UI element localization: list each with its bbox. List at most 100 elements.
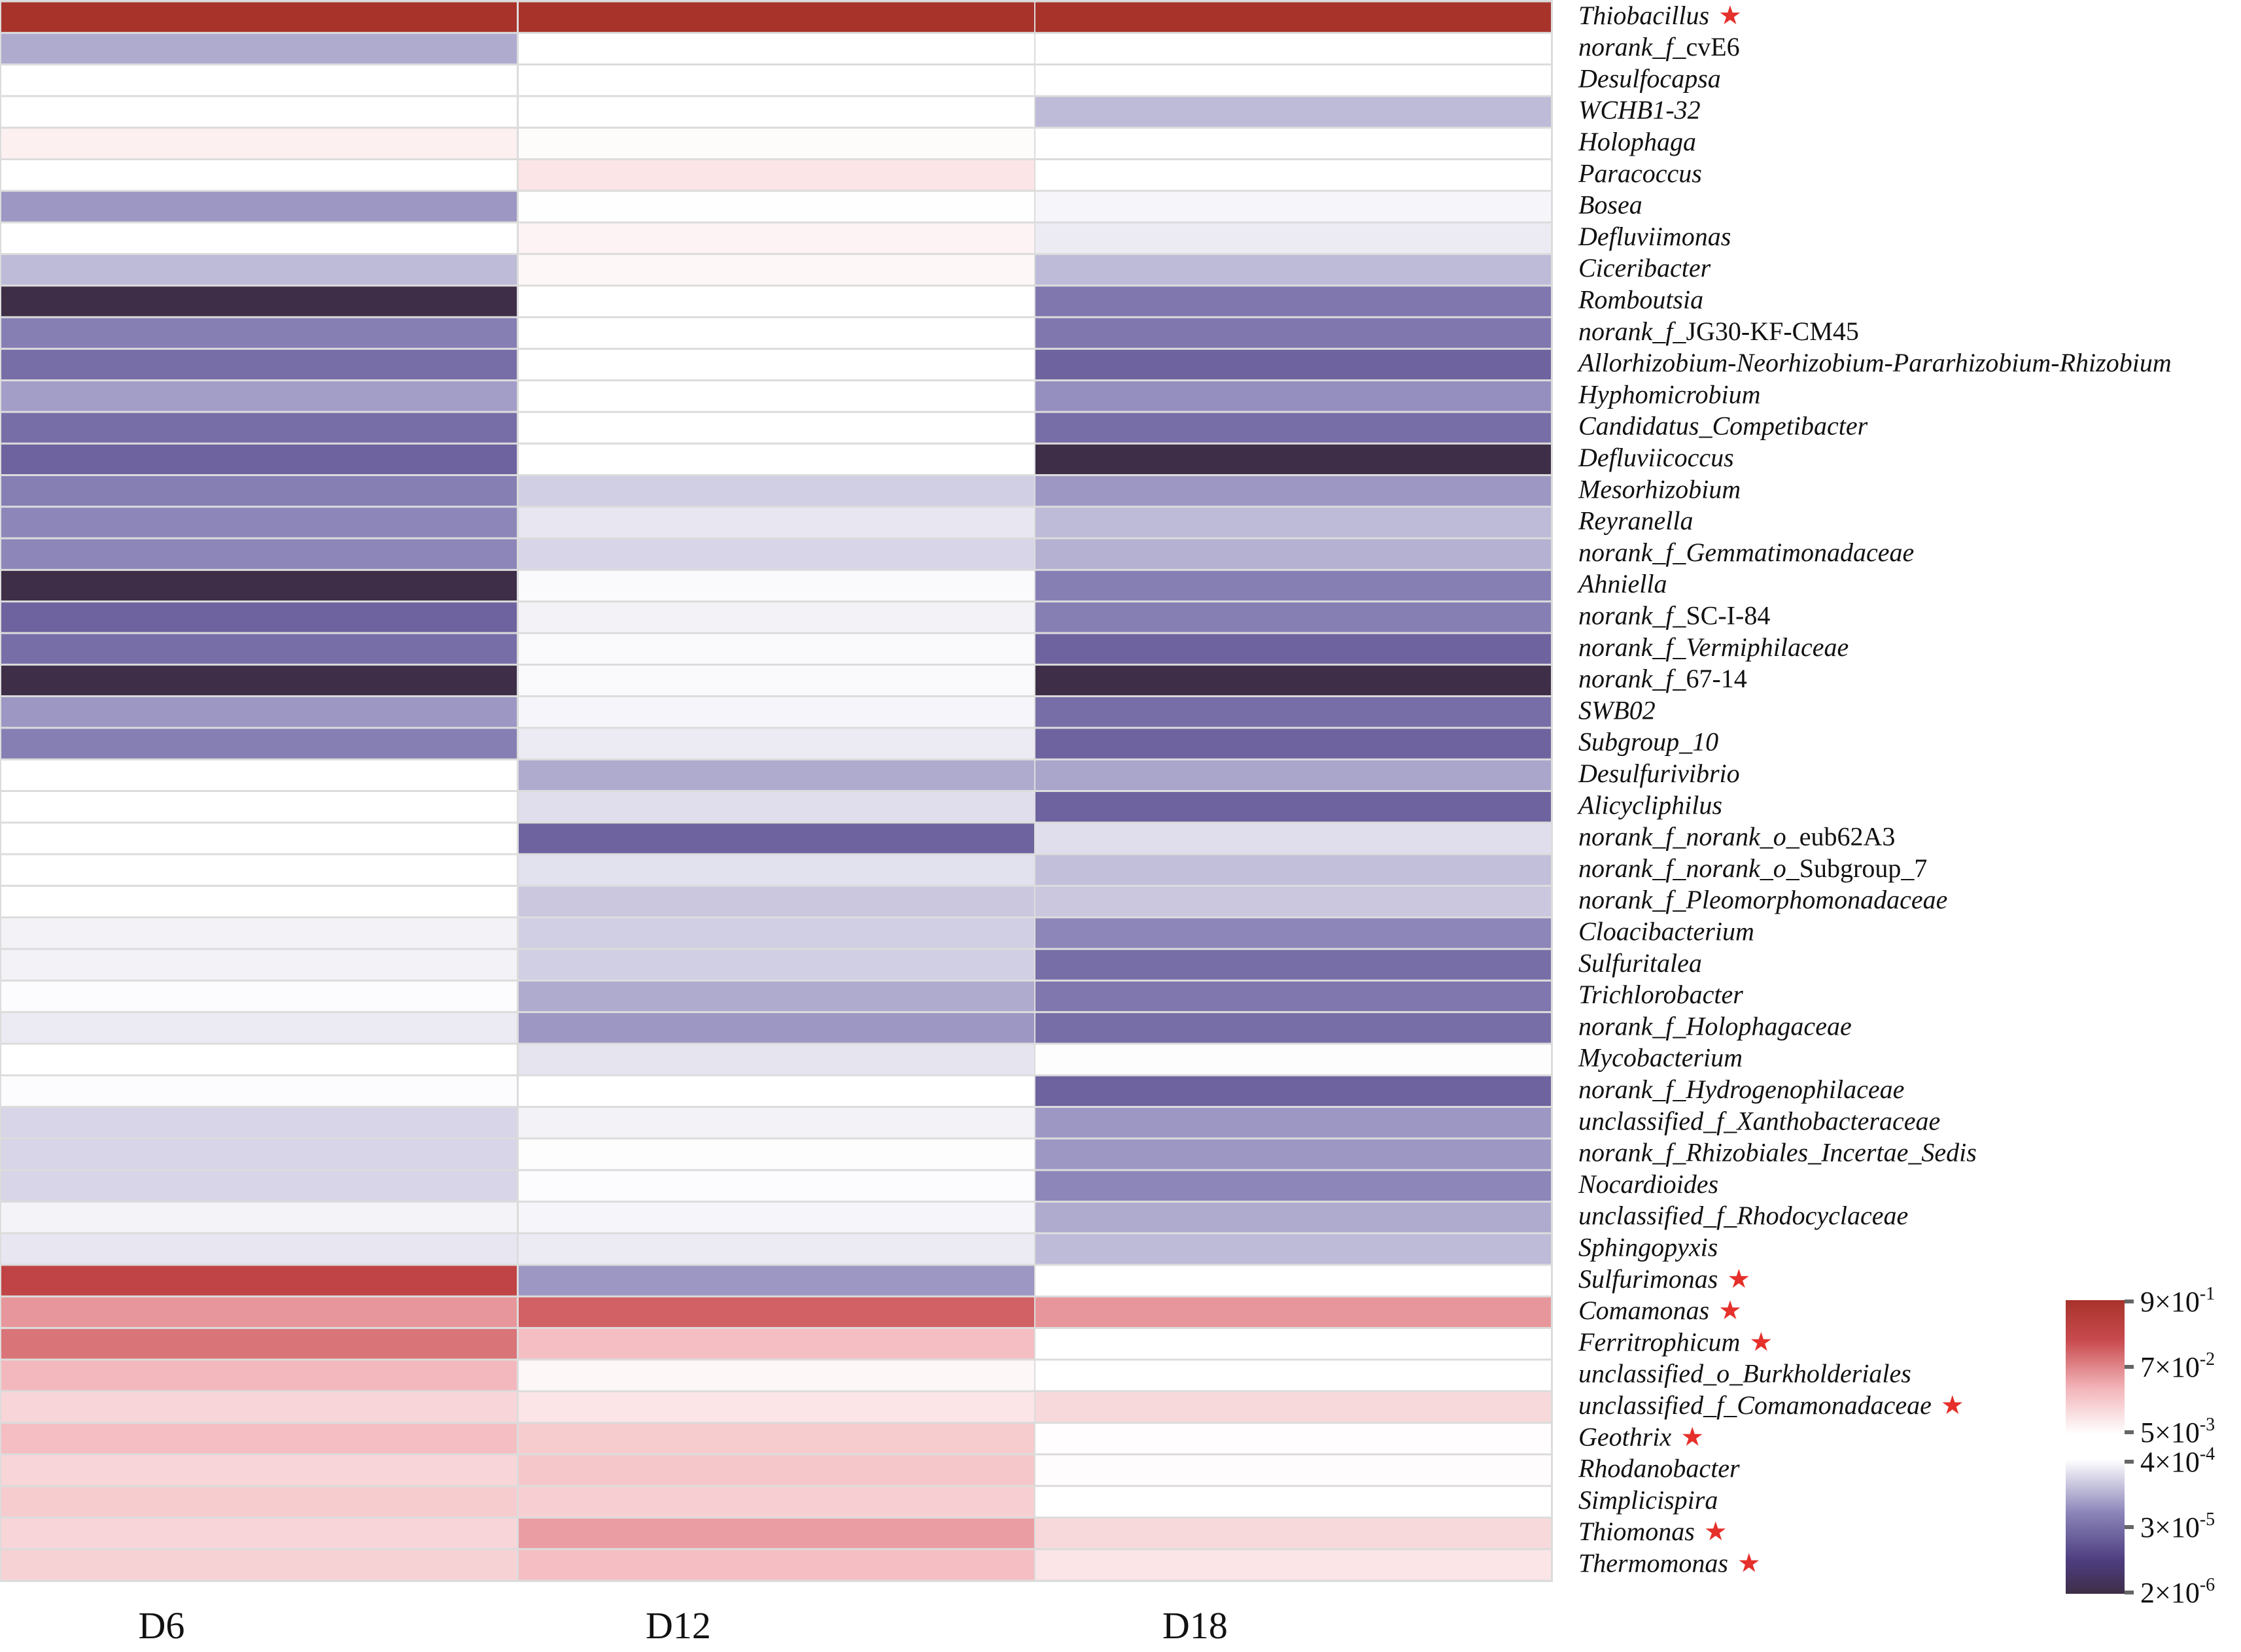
column-label: D12 [646, 1604, 711, 1647]
heatmap-cell [519, 1044, 1034, 1075]
heatmap-cell [519, 1265, 1034, 1296]
row-label: norank_f_Pleomorphomonadaceae [1578, 885, 1947, 914]
heatmap-cell [519, 729, 1034, 759]
row-label: Ciceribacter [1578, 253, 1711, 283]
row-label: Mycobacterium [1578, 1043, 1743, 1073]
row-label: Candidatus_Competibacter [1578, 411, 1868, 441]
heatmap-cell [1, 1076, 517, 1106]
heatmap-cell [519, 2, 1034, 32]
column-label: D6 [139, 1604, 185, 1647]
heatmap-cell [1035, 476, 1551, 506]
row-label: Thermomonas ★ [1578, 1548, 1761, 1577]
significance-star-icon: ★ [1704, 1517, 1728, 1546]
heatmap-cell [519, 1013, 1034, 1043]
colorbar-tick [2125, 1460, 2134, 1464]
row-label: Desulfurivibrio [1578, 759, 1740, 788]
heatmap-cell [1035, 918, 1551, 948]
row-label: Defluviicoccus [1578, 443, 1734, 472]
heatmap-cell [1035, 254, 1551, 285]
row-label: norank_f_norank_o_eub62A3 [1578, 822, 1895, 852]
heatmap-cell [1, 349, 517, 380]
heatmap-cell [1035, 318, 1551, 348]
heatmap-cell [1, 318, 517, 348]
heatmap-cell [519, 1487, 1034, 1517]
heatmap-cell [1, 1329, 517, 1359]
row-label: Sulfurimonas ★ [1578, 1264, 1750, 1294]
heatmap-cell [1035, 128, 1551, 158]
row-label: Sulfuritalea [1578, 948, 1702, 978]
row-label: Alicycliphilus [1576, 790, 1722, 819]
row-label: norank_f_Rhizobiales_Incertae_Sedis [1578, 1138, 1977, 1167]
heatmap-cell [519, 539, 1034, 569]
heatmap-cell [1, 1455, 517, 1485]
heatmap-cell [519, 223, 1034, 253]
row-label: Nocardioides [1578, 1169, 1718, 1199]
heatmap-cell [1035, 286, 1551, 317]
heatmap-cell [1035, 760, 1551, 790]
heatmap-cell [1035, 1076, 1551, 1106]
heatmap-cell [1035, 1424, 1551, 1454]
row-label: unclassified_f_Comamonadaceae ★ [1578, 1390, 1964, 1420]
heatmap-cell [1035, 1297, 1551, 1328]
heatmap-cell [1, 2, 517, 32]
heatmap-cell [1035, 792, 1551, 822]
heatmap-cell [1035, 855, 1551, 885]
heatmap-cell [1, 1487, 517, 1517]
significance-star-icon: ★ [1718, 1, 1742, 30]
heatmap-cell [1, 1424, 517, 1454]
heatmap-cell [1035, 950, 1551, 980]
heatmap-cell [1035, 886, 1551, 917]
colorbar-tick-label: 4×10-4 [2140, 1444, 2215, 1478]
heatmap-cell [519, 918, 1034, 948]
heatmap-cell [1, 1171, 517, 1201]
heatmap-cell [1, 33, 517, 64]
row-label: norank_f_Gemmatimonadaceae [1578, 538, 1914, 567]
heatmap-cell [1, 1518, 517, 1549]
heatmap-cell [519, 792, 1034, 822]
heatmap-cell [1035, 1044, 1551, 1075]
row-label: Comamonas ★ [1578, 1296, 1742, 1325]
row-label: norank_f_SC-I-84 [1578, 600, 1770, 630]
colorbar-tick-label: 3×10-5 [2140, 1509, 2215, 1543]
heatmap-cell [1, 254, 517, 285]
heatmap-cell [519, 65, 1034, 95]
heatmap-cell [519, 286, 1034, 317]
row-label: Simplicispira [1578, 1485, 1718, 1515]
heatmap-cell [1, 792, 517, 822]
colorbar-legend: 9×10-1 7×10-2 5×10-34×10-4 3×10-5 2×10-6 [2066, 1284, 2215, 1609]
heatmap-cell [1035, 729, 1551, 759]
heatmap-cell [519, 349, 1034, 380]
heatmap-cell [1, 1108, 517, 1138]
row-label: unclassified_f_Rhodocyclaceae [1578, 1201, 1908, 1230]
heatmap-cell [1, 160, 517, 190]
heatmap-cell [1, 1044, 517, 1075]
heatmap-cell [1035, 539, 1551, 569]
row-label: norank_f_67-14 [1578, 664, 1747, 693]
heatmap-cell [1035, 1392, 1551, 1422]
heatmap-cell [1, 444, 517, 474]
heatmap-cell [1035, 1234, 1551, 1264]
heatmap-cell [519, 823, 1034, 853]
heatmap-cell [1, 381, 517, 411]
heatmap-cell [519, 413, 1034, 443]
heatmap-cell [1, 508, 517, 538]
heatmap-cell [1035, 1202, 1551, 1233]
heatmap-cell [519, 97, 1034, 127]
heatmap-cell [1035, 1518, 1551, 1549]
heatmap-cell [519, 1171, 1034, 1201]
heatmap-cell [519, 128, 1034, 158]
column-labels: D6 D12 D18 [139, 1604, 1228, 1647]
row-label: norank_f_Vermiphilaceae [1578, 632, 1849, 662]
significance-star-icon: ★ [1737, 1548, 1761, 1577]
heatmap-cell [1035, 413, 1551, 443]
row-label: Ferritrophicum ★ [1578, 1327, 1773, 1356]
significance-star-icon: ★ [1941, 1390, 1964, 1420]
heatmap-cell [1035, 1550, 1551, 1580]
row-label: Thiomonas ★ [1578, 1517, 1728, 1546]
heatmap-cell [519, 886, 1034, 917]
colorbar-tick [2125, 1299, 2134, 1303]
heatmap-cell [1035, 981, 1551, 1012]
row-label: SWB02 [1578, 695, 1656, 725]
heatmap-cell [1, 192, 517, 222]
